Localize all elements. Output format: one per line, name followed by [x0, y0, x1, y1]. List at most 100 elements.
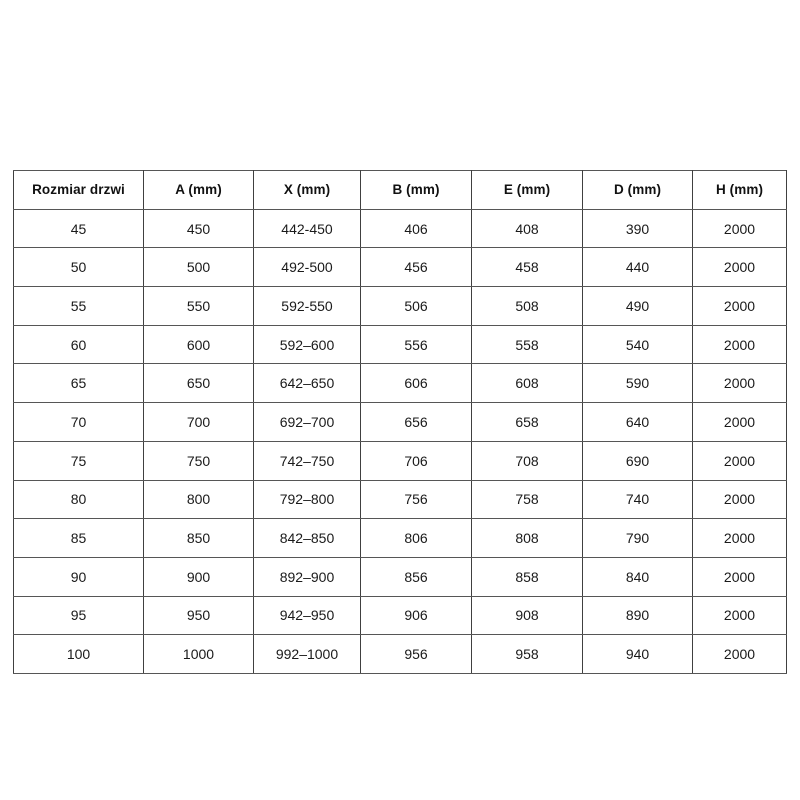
column-header-3: B (mm): [360, 170, 472, 210]
cell-r1-c4: 458: [471, 247, 583, 288]
cell-r5-c4: 658: [471, 402, 583, 442]
cell-r5-c6: 2000: [692, 402, 787, 442]
cell-r10-c6: 2000: [692, 595, 787, 636]
cell-r2-c3: 506: [360, 286, 472, 326]
cell-r8-c3: 806: [360, 518, 472, 558]
cell-r7-c6: 2000: [692, 479, 787, 520]
cell-r9-c4: 858: [471, 556, 583, 597]
column-header-0: Rozmiar drzwi: [13, 170, 144, 210]
table-row: 65 650 642–650 606 608 590 2000: [13, 363, 787, 404]
cell-r7-c0: 80: [13, 479, 144, 520]
cell-r10-c2: 942–950: [253, 595, 361, 636]
cell-r5-c5: 640: [582, 402, 693, 442]
cell-r4-c6: 2000: [692, 363, 787, 404]
table-row: 70 700 692–700 656 658 640 2000: [13, 402, 787, 442]
cell-r5-c3: 656: [360, 402, 472, 442]
door-size-spec-table: Rozmiar drzwi A (mm) X (mm) B (mm) E (mm) D (…: [13, 170, 787, 674]
cell-r9-c1: 900: [143, 556, 254, 597]
cell-r10-c0: 95: [13, 595, 144, 636]
column-header-5: D (mm): [582, 170, 693, 210]
cell-r11-c0: 100: [13, 634, 144, 674]
cell-r5-c2: 692–700: [253, 402, 361, 442]
cell-r1-c5: 440: [582, 247, 693, 288]
cell-r11-c3: 956: [360, 634, 472, 674]
cell-r0-c6: 2000: [692, 208, 787, 249]
cell-r1-c2: 492-500: [253, 247, 361, 288]
cell-r6-c0: 75: [13, 440, 144, 481]
cell-r10-c1: 950: [143, 595, 254, 636]
cell-r7-c3: 756: [360, 479, 472, 520]
table-row: 45 450 442-450 406 408 390 2000: [13, 208, 787, 249]
cell-r6-c1: 750: [143, 440, 254, 481]
cell-r11-c4: 958: [471, 634, 583, 674]
cell-r3-c1: 600: [143, 324, 254, 365]
cell-r3-c4: 558: [471, 324, 583, 365]
cell-r7-c1: 800: [143, 479, 254, 520]
cell-r0-c4: 408: [471, 208, 583, 249]
spec-table-container: Rozmiar drzwi A (mm) X (mm) B (mm) E (mm) D (…: [13, 170, 787, 674]
cell-r10-c3: 906: [360, 595, 472, 636]
cell-r2-c6: 2000: [692, 286, 787, 326]
cell-r5-c0: 70: [13, 402, 144, 442]
cell-r1-c6: 2000: [692, 247, 787, 288]
cell-r6-c4: 708: [471, 440, 583, 481]
cell-r11-c1: 1000: [143, 634, 254, 674]
cell-r7-c4: 758: [471, 479, 583, 520]
cell-r4-c1: 650: [143, 363, 254, 404]
cell-r4-c3: 606: [360, 363, 472, 404]
cell-r9-c2: 892–900: [253, 556, 361, 597]
cell-r4-c5: 590: [582, 363, 693, 404]
table-row: 60 600 592–600 556 558 540 2000: [13, 324, 787, 365]
cell-r10-c4: 908: [471, 595, 583, 636]
cell-r6-c3: 706: [360, 440, 472, 481]
cell-r8-c0: 85: [13, 518, 144, 558]
cell-r8-c2: 842–850: [253, 518, 361, 558]
column-header-4: E (mm): [471, 170, 583, 210]
cell-r2-c1: 550: [143, 286, 254, 326]
cell-r11-c2: 992–1000: [253, 634, 361, 674]
cell-r1-c0: 50: [13, 247, 144, 288]
cell-r2-c2: 592-550: [253, 286, 361, 326]
cell-r3-c2: 592–600: [253, 324, 361, 365]
cell-r11-c6: 2000: [692, 634, 787, 674]
cell-r3-c0: 60: [13, 324, 144, 365]
table-row: 100 1000 992–1000 956 958 940 2000: [13, 634, 787, 674]
table-row: 50 500 492-500 456 458 440 2000: [13, 247, 787, 288]
cell-r6-c5: 690: [582, 440, 693, 481]
cell-r9-c3: 856: [360, 556, 472, 597]
cell-r1-c3: 456: [360, 247, 472, 288]
table-row: 85 850 842–850 806 808 790 2000: [13, 518, 787, 558]
cell-r8-c1: 850: [143, 518, 254, 558]
table-row: 95 950 942–950 906 908 890 2000: [13, 595, 787, 636]
cell-r1-c1: 500: [143, 247, 254, 288]
table-row: 80 800 792–800 756 758 740 2000: [13, 479, 787, 520]
cell-r2-c0: 55: [13, 286, 144, 326]
cell-r0-c2: 442-450: [253, 208, 361, 249]
table-row: 90 900 892–900 856 858 840 2000: [13, 556, 787, 597]
cell-r9-c5: 840: [582, 556, 693, 597]
cell-r2-c5: 490: [582, 286, 693, 326]
cell-r0-c1: 450: [143, 208, 254, 249]
cell-r4-c0: 65: [13, 363, 144, 404]
table-header-row: Rozmiar drzwi A (mm) X (mm) B (mm) E (mm) D (…: [13, 170, 787, 210]
cell-r0-c5: 390: [582, 208, 693, 249]
cell-r8-c5: 790: [582, 518, 693, 558]
cell-r7-c2: 792–800: [253, 479, 361, 520]
cell-r6-c6: 2000: [692, 440, 787, 481]
cell-r3-c6: 2000: [692, 324, 787, 365]
cell-r4-c2: 642–650: [253, 363, 361, 404]
cell-r9-c0: 90: [13, 556, 144, 597]
table-row: 55 550 592-550 506 508 490 2000: [13, 286, 787, 326]
cell-r11-c5: 940: [582, 634, 693, 674]
cell-r0-c0: 45: [13, 208, 144, 249]
table-row: 75 750 742–750 706 708 690 2000: [13, 440, 787, 481]
cell-r3-c5: 540: [582, 324, 693, 365]
cell-r10-c5: 890: [582, 595, 693, 636]
column-header-1: A (mm): [143, 170, 254, 210]
table-body: 45 450 442-450 406 408 390 2000 50 500 492-500 456…: [13, 208, 787, 674]
cell-r4-c4: 608: [471, 363, 583, 404]
cell-r3-c3: 556: [360, 324, 472, 365]
cell-r5-c1: 700: [143, 402, 254, 442]
cell-r7-c5: 740: [582, 479, 693, 520]
cell-r8-c6: 2000: [692, 518, 787, 558]
